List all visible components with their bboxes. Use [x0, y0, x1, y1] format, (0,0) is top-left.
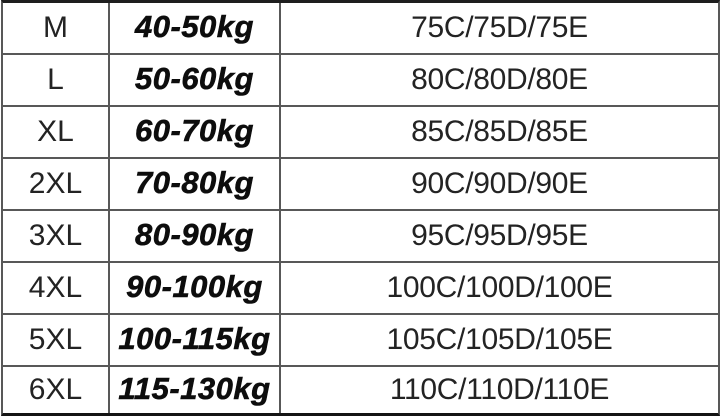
- weight-cell: 50-60kg: [110, 55, 281, 107]
- weight-cell: 100-115kg: [110, 315, 281, 367]
- size-cell: L: [3, 55, 110, 107]
- weight-cell: 80-90kg: [110, 211, 281, 263]
- cup-cell: 95C/95D/95E: [281, 211, 718, 263]
- size-cell: 6XL: [3, 367, 110, 413]
- weight-cell: 90-100kg: [110, 263, 281, 315]
- size-cell: M: [3, 3, 110, 55]
- cup-cell: 90C/90D/90E: [281, 159, 718, 211]
- size-cell: 5XL: [3, 315, 110, 367]
- weight-cell: 115-130kg: [110, 367, 281, 413]
- cup-cell: 105C/105D/105E: [281, 315, 718, 367]
- size-cell: 3XL: [3, 211, 110, 263]
- size-cell: 2XL: [3, 159, 110, 211]
- cup-cell: 85C/85D/85E: [281, 107, 718, 159]
- size-cell: XL: [3, 107, 110, 159]
- weight-cell: 60-70kg: [110, 107, 281, 159]
- cup-cell: 75C/75D/75E: [281, 3, 718, 55]
- cup-cell: 80C/80D/80E: [281, 55, 718, 107]
- cup-cell: 110C/110D/110E: [389, 373, 610, 406]
- size-cell: 4XL: [3, 263, 110, 315]
- weight-cell: 70-80kg: [110, 159, 281, 211]
- cup-cell: 100C/100D/100E: [281, 263, 718, 315]
- weight-cell: 40-50kg: [110, 3, 281, 55]
